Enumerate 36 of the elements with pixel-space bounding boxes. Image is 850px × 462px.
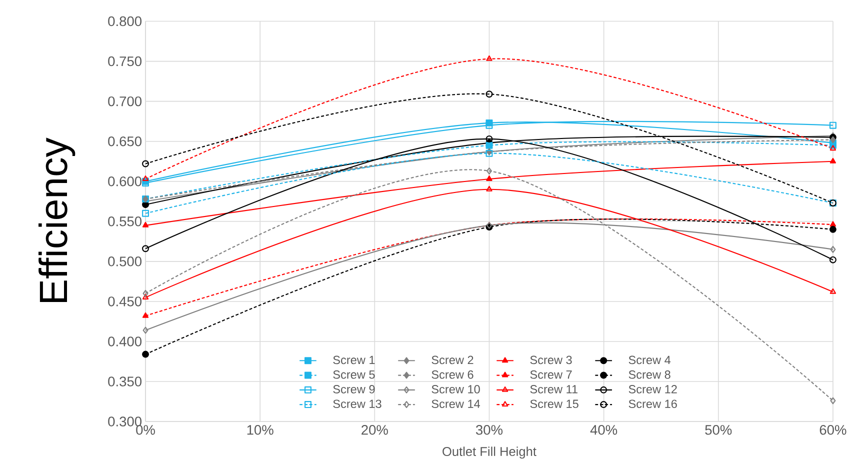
- x-tick-label: 20%: [362, 425, 388, 435]
- y-tick-label: 0.400: [108, 336, 142, 346]
- y-tick-label: 0.550: [108, 216, 142, 226]
- x-tick-label: 40%: [590, 425, 618, 435]
- legend-label: Screw 5: [333, 370, 375, 379]
- legend-label: Screw 15: [530, 400, 578, 408]
- legend-label: Screw 3: [530, 356, 572, 364]
- legend-label: Screw 12: [628, 385, 677, 394]
- x-tick-label: 60%: [820, 425, 846, 435]
- legend-label: Screw 7: [530, 370, 572, 379]
- y-axis-title: Efficiency: [38, 138, 76, 302]
- legend-label: Screw 10: [432, 385, 480, 394]
- legend-label: Screw 9: [333, 385, 375, 394]
- y-tick-label: 0.600: [108, 176, 142, 186]
- legend-label: Screw 11: [530, 385, 578, 394]
- legend-label: Screw 2: [432, 356, 474, 364]
- legend-label: Screw 8: [628, 370, 670, 379]
- x-tick-label: 10%: [247, 425, 274, 435]
- x-tick-label: 50%: [705, 425, 732, 435]
- y-tick-label: 0.750: [108, 56, 142, 66]
- legend-label: Screw 4: [628, 356, 671, 364]
- y-tick-label: 0.450: [108, 296, 142, 306]
- legend-label: Screw 14: [432, 400, 480, 408]
- legend-label: Screw 16: [628, 400, 677, 408]
- x-axis-title: Outlet Fill Height: [442, 446, 536, 459]
- y-tick-label: 0.800: [108, 16, 142, 26]
- y-tick-label: 0.500: [108, 256, 142, 266]
- x-tick-label: 0%: [136, 425, 155, 435]
- y-tick-label: 0.300: [108, 416, 142, 426]
- legend-label: Screw 1: [333, 356, 375, 364]
- y-tick-label: 0.350: [108, 376, 142, 386]
- y-tick-label: 0.700: [108, 96, 142, 106]
- legend-label: Screw 13: [333, 400, 382, 408]
- legend-label: Screw 6: [432, 370, 474, 379]
- x-tick-label: 30%: [476, 425, 503, 435]
- y-tick-label: 0.650: [108, 136, 142, 146]
